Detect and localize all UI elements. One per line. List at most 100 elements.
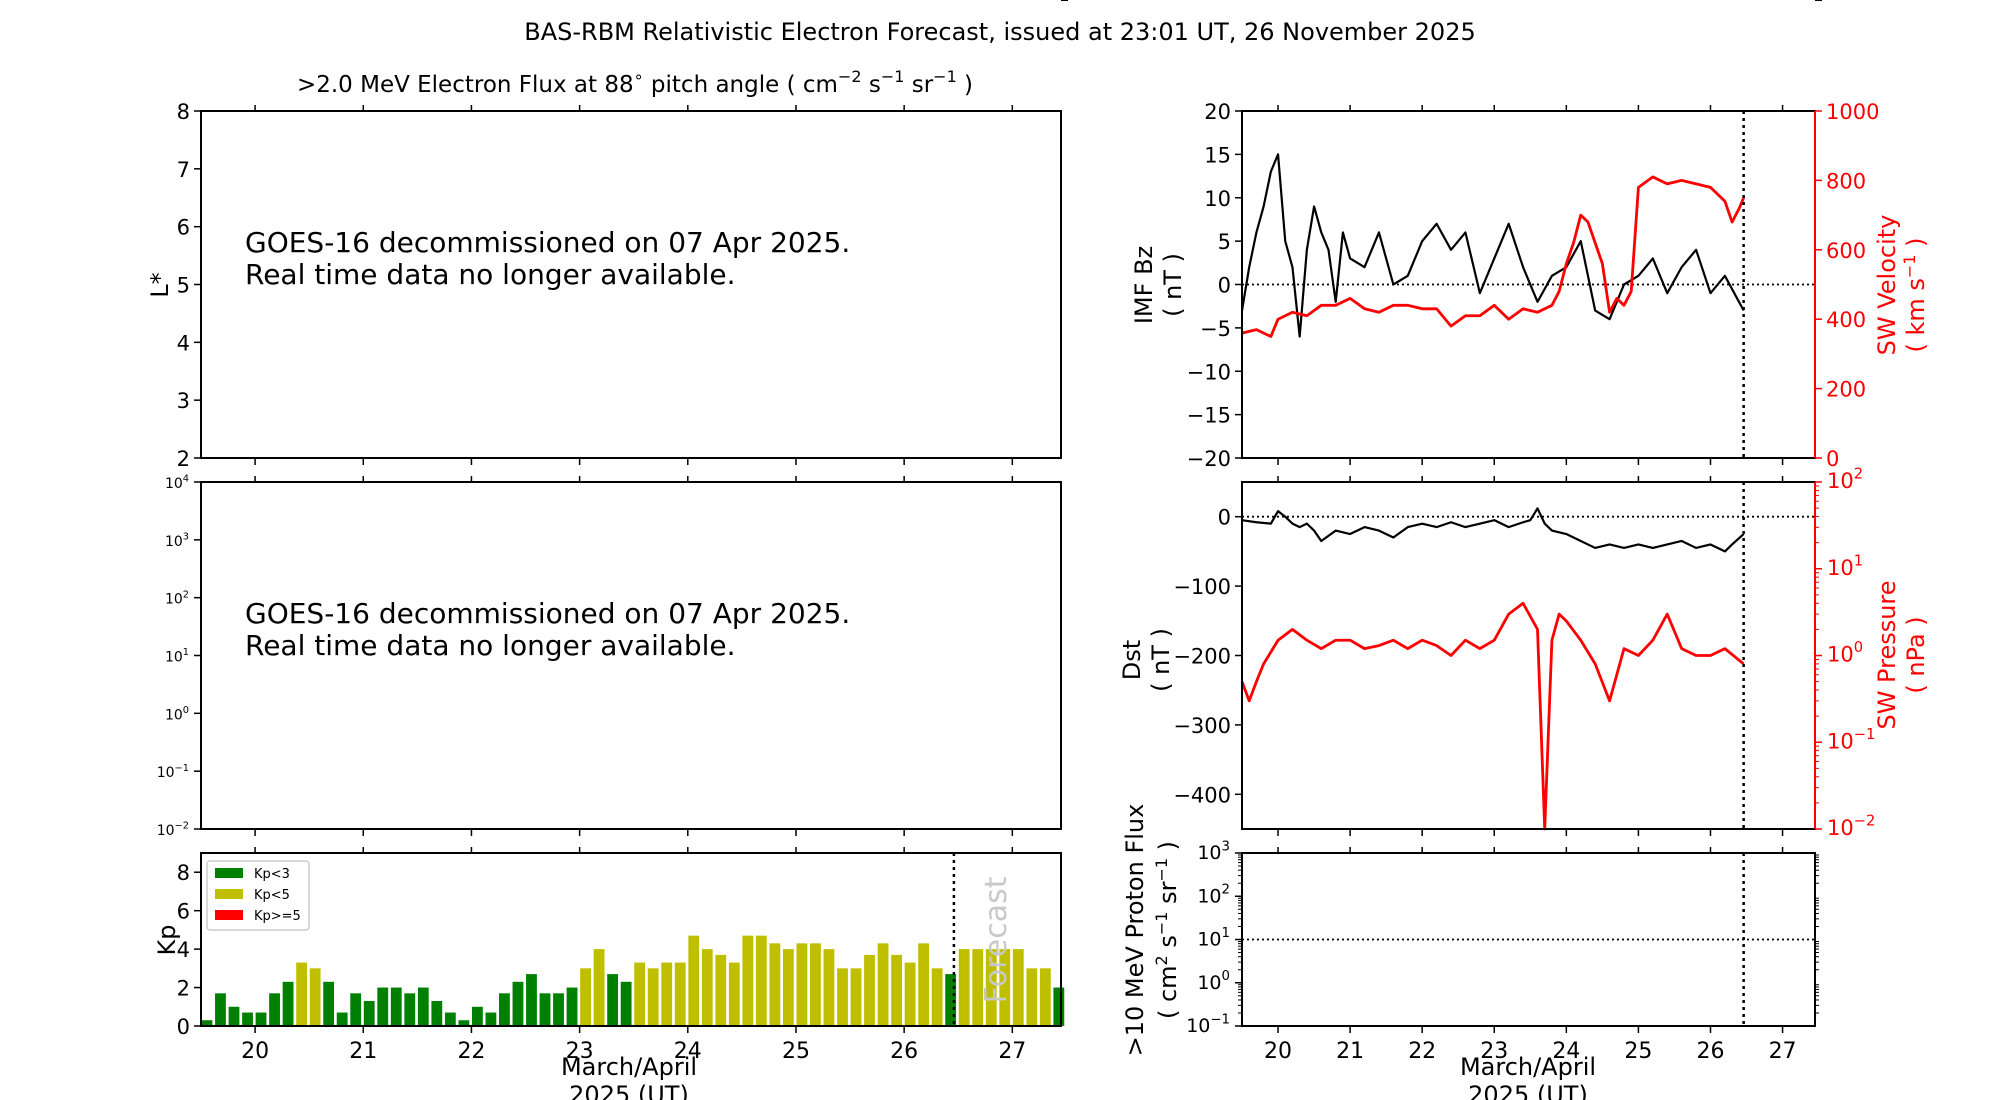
kp-bar	[607, 974, 619, 1026]
imf-bz-axis-tick-label: −10	[1187, 360, 1231, 384]
proton-axis-tick-label: 103	[1197, 839, 1230, 864]
lstar-axis-tick-label: 8	[177, 100, 190, 124]
dst-pressure-xticks	[1277, 476, 1784, 836]
kp-bar	[336, 1012, 348, 1026]
proton-x-tick-label: 27	[1769, 1039, 1797, 1064]
sw-pressure-axis-tick-label: 101	[1827, 552, 1863, 579]
dst-axis-tick-label: −100	[1173, 575, 1231, 599]
kp-bar	[526, 974, 537, 1026]
kp-bar	[553, 993, 564, 1026]
kp-bar	[444, 1012, 456, 1026]
kp-bar	[350, 993, 362, 1026]
proton-axis-label-line1: >10 MeV Proton Flux	[1121, 804, 1149, 1057]
sw-velocity-axis-tick-label: 0	[1826, 447, 1839, 471]
figure-title: BAS-RBM Relativistic Electron Forecast, …	[524, 18, 1476, 46]
kp-bar	[674, 962, 686, 1026]
kp-bar	[1039, 968, 1051, 1026]
flux-log-xticks	[254, 476, 1014, 836]
kp-bar	[499, 993, 510, 1026]
flux-log-message-line2: Real time data no longer available.	[245, 629, 736, 662]
flux-log-yticks: 10−2 10−1 100 101 102 103 104	[157, 0, 1068, 839]
imf-bz-axis-tick-label: 0	[1218, 274, 1231, 298]
flux-log-axis-tick-label: 100	[165, 705, 189, 723]
proton-axis-tick-label: 10−1	[1186, 1012, 1230, 1037]
imf-bz-axis-tick-label: 5	[1218, 230, 1231, 254]
imf-bz-axis-label-line2: ( nT )	[1159, 253, 1187, 317]
kp-bar	[945, 974, 957, 1026]
kp-bar	[1053, 987, 1065, 1026]
lstar-axis-tick-label: 2	[177, 447, 190, 471]
kp-legend-label-high: Kp>=5	[254, 909, 301, 924]
dst-line	[1241, 507, 1745, 553]
kp-bar	[404, 993, 416, 1026]
kp-bar	[904, 962, 916, 1026]
kp-bar	[228, 1006, 240, 1026]
kp-yticks: 0 2 4 6 8	[177, 861, 201, 1039]
proton-x-tick-label: 24	[1552, 1039, 1580, 1064]
flux-log-axis-tick-label: 10−2	[157, 821, 189, 839]
dst-axis-tick-label: −400	[1173, 783, 1231, 807]
kp-xlabel-line2: 2025 (UT)	[569, 1081, 689, 1100]
dst-axis-tick-label: 0	[1218, 506, 1231, 530]
sw-pressure-line	[1240, 601, 1745, 831]
kp-bar	[715, 954, 727, 1026]
kp-axis-tick-label: 0	[177, 1015, 190, 1039]
sw-pressure-axis-tick-label: 10−2	[1827, 813, 1875, 840]
proton-xlabel-line1: March/April	[1460, 1053, 1596, 1081]
kp-bar	[269, 993, 280, 1026]
imf-bz-axis-tick-label: −15	[1187, 404, 1231, 428]
kp-bar	[728, 962, 740, 1026]
sw-pressure-yticks: 10−2 10−1 100 101 102	[1815, 466, 1875, 840]
imf-bz-axis-tick-label: 15	[1204, 143, 1231, 167]
kp-bar	[701, 949, 713, 1026]
kp-axis-tick-label: 6	[177, 900, 190, 924]
kp-bar	[661, 962, 673, 1026]
sw-pressure-axis-tick-label: 100	[1827, 639, 1863, 666]
kp-bar	[417, 987, 429, 1026]
kp-bar	[823, 949, 835, 1026]
kp-bar	[471, 1006, 483, 1026]
kp-bar	[985, 949, 997, 1026]
kp-bar	[999, 949, 1011, 1026]
dst-axis-tick-label: −300	[1173, 714, 1231, 738]
kp-bar	[688, 935, 700, 1026]
kp-bar	[620, 981, 632, 1026]
kp-frame	[200, 852, 1062, 1027]
proton-x-tick-label: 26	[1696, 1039, 1724, 1064]
sw-velocity-axis-tick-label: 1000	[1826, 100, 1879, 124]
kp-bar	[539, 993, 551, 1026]
kp-x-tick-label: 25	[782, 1039, 810, 1064]
kp-legend-label-low: Kp<3	[254, 867, 290, 882]
kp-x-tick-label: 26	[890, 1039, 918, 1064]
kp-bar	[782, 949, 794, 1026]
kp-bar	[309, 968, 321, 1026]
kp-xticks: 20 21 22 23 24 25 26 27	[241, 847, 1026, 1064]
lstar-axis-label: L*	[146, 272, 174, 297]
lstar-axis-tick-label: 4	[177, 331, 190, 355]
kp-bar	[742, 935, 754, 1026]
proton-axis-tick-label: 102	[1197, 883, 1230, 908]
sw-velocity-axis-tick-label: 200	[1826, 378, 1866, 402]
flux-log-axis-tick-label: 101	[165, 647, 189, 665]
kp-bar	[593, 949, 605, 1026]
kp-bar	[1026, 968, 1038, 1026]
kp-bar	[810, 943, 821, 1026]
flux-lstar-message-line2: Real time data no longer available.	[245, 258, 736, 291]
kp-bar	[485, 1012, 497, 1026]
sw-velocity-axis-label-line1: SW Velocity	[1873, 215, 1901, 356]
lstar-axis-tick-label: 7	[177, 158, 190, 182]
imf-bz-yticks: −20 −15 −10 −5 0 5 10 15 20	[1187, 100, 1242, 471]
kp-bar	[864, 954, 875, 1026]
proton-x-tick-label: 23	[1480, 1039, 1508, 1064]
kp-axis-label: Kp	[153, 925, 181, 956]
kp-bar	[837, 968, 848, 1026]
kp-bars	[201, 935, 1065, 1026]
proton-axis-tick-label: 101	[1197, 926, 1230, 951]
dst-axis-tick-label: −200	[1173, 645, 1231, 669]
flux-panel-title: >2.0 MeV Electron Flux at 88∘ pitch angl…	[297, 67, 973, 98]
dst-axis-label-line1: Dst	[1118, 640, 1146, 680]
kp-bar	[755, 935, 767, 1026]
kp-bar	[201, 1020, 213, 1026]
